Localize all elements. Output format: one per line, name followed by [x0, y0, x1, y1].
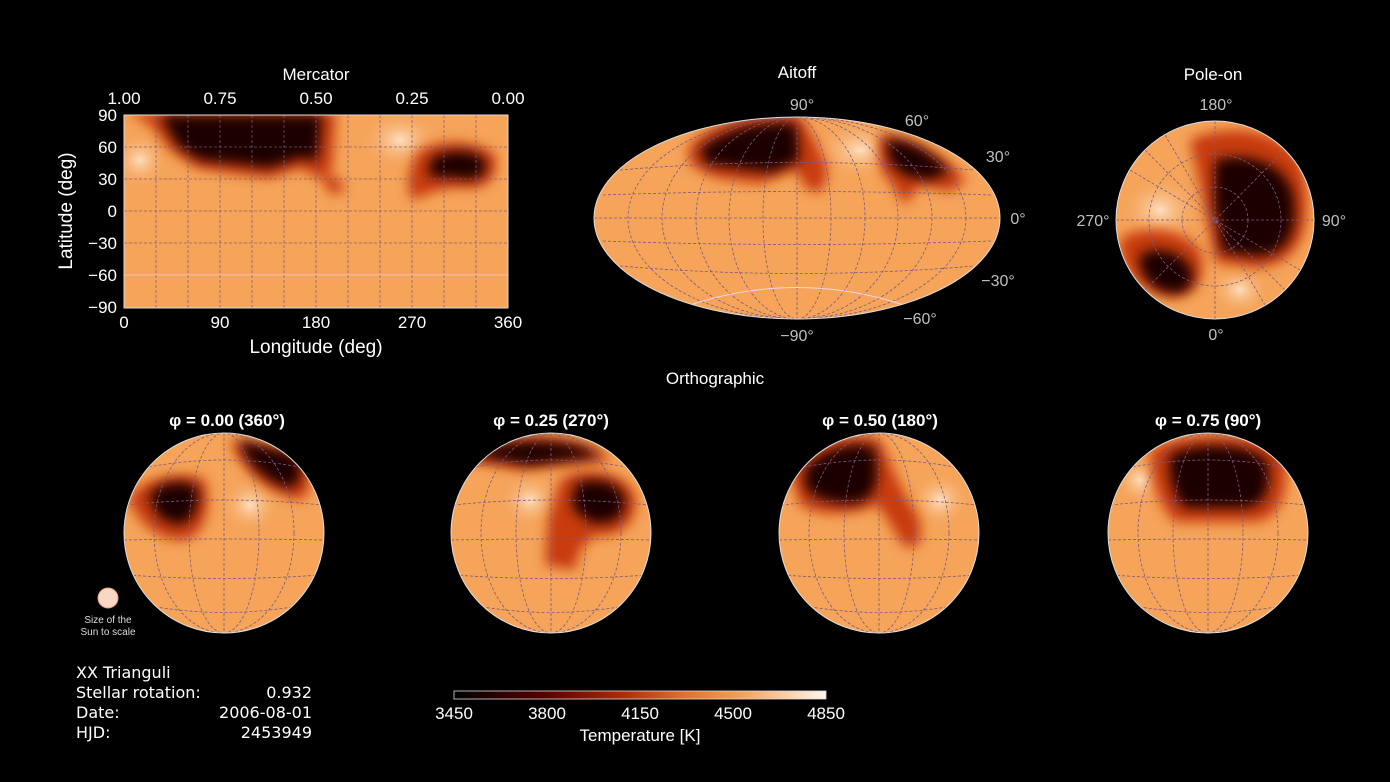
mercator-top-tick: 0.00: [491, 89, 524, 108]
rotation-label: Stellar rotation:: [76, 683, 201, 702]
date-value: 2006-08-01: [219, 703, 312, 722]
mercator-lat-tick: −30: [88, 234, 117, 253]
colorbar-tick: 3800: [528, 704, 566, 723]
orthographic-title: Orthographic: [666, 369, 765, 388]
sun-label-line2: Sun to scale: [80, 627, 135, 638]
mercator-lon-tick: 270: [398, 313, 426, 332]
pole-on-label: 90°: [1322, 213, 1346, 230]
mercator-top-tick: 0.25: [395, 89, 428, 108]
phase-label: φ = 0.75 (90°): [1155, 411, 1261, 430]
mercator-lon-tick: 180: [302, 313, 330, 332]
mercator-lat-tick: 90: [98, 106, 117, 125]
orthographic-globe-phase-0-25: [450, 432, 652, 634]
pole-on-label: 180°: [1199, 97, 1232, 114]
pole-on-label: 270°: [1076, 213, 1109, 230]
aitoff-label: 60°: [905, 113, 929, 130]
colorbar-gradient: [453, 690, 827, 700]
rotation-value: 0.932: [266, 683, 312, 702]
mercator-top-tick: 0.50: [299, 89, 332, 108]
colorbar-label: Temperature [K]: [580, 726, 701, 745]
mercator-top-tick: 0.75: [203, 89, 236, 108]
mercator-map: Mercator 1.00 0.75 0.50 0.25 0.00 90 60 …: [56, 65, 525, 358]
hjd-row: HJD: 2453949: [76, 723, 312, 743]
aitoff-label: −30°: [981, 273, 1015, 290]
aitoff-label: 0°: [1010, 211, 1025, 228]
mercator-lat-tick: 60: [98, 138, 117, 157]
mercator-surface: [124, 115, 508, 308]
hjd-label: HJD:: [76, 723, 111, 742]
phase-label: φ = 0.50 (180°): [822, 411, 938, 430]
mercator-ylabel: Latitude (deg): [56, 152, 77, 269]
mercator-lon-tick: 90: [211, 313, 230, 332]
star-name-row: XX Trianguli: [76, 663, 312, 683]
temperature-colorbar: 3450 3800 4150 4500 4850 Temperature [K]: [435, 690, 845, 745]
mercator-top-ticks: 1.00 0.75 0.50 0.25 0.00: [107, 89, 524, 108]
aitoff-label: −90°: [780, 328, 814, 345]
aitoff-title: Aitoff: [778, 63, 817, 82]
sun-icon: [97, 587, 119, 609]
mercator-lon-ticks: 0 90 180 270 360: [119, 313, 522, 332]
hjd-value: 2453949: [240, 723, 312, 742]
mercator-lon-tick: 0: [119, 313, 128, 332]
aitoff-label: 90°: [790, 97, 814, 114]
date-row: Date: 2006-08-01: [76, 703, 312, 723]
mercator-lat-tick: 30: [98, 170, 117, 189]
mercator-lat-ticks: 90 60 30 0 −30 −60 −90: [88, 106, 117, 317]
sun-label-line1: Size of the: [84, 615, 132, 626]
star-info-panel: XX Trianguli Stellar rotation: 0.932 Dat…: [76, 663, 312, 743]
colorbar-tick: 4500: [714, 704, 752, 723]
pole-on-title: Pole-on: [1184, 65, 1243, 84]
star-name: XX Trianguli: [76, 663, 171, 682]
aitoff-map: Aitoff: [593, 63, 1026, 345]
orthographic-globe-phase-0-75: [1107, 432, 1309, 634]
colorbar-tick: 4150: [621, 704, 659, 723]
pole-on-map: Pole-on: [1076, 65, 1346, 344]
date-label: Date:: [76, 703, 120, 722]
orthographic-globe-phase-0: [123, 432, 325, 634]
aitoff-label: −60°: [903, 311, 937, 328]
aitoff-label: 30°: [986, 149, 1010, 166]
colorbar-tick: 4850: [807, 704, 845, 723]
mercator-lon-tick: 360: [494, 313, 522, 332]
mercator-lat-tick: −60: [88, 266, 117, 285]
sun-scale-marker: Size of the Sun to scale: [80, 587, 136, 638]
mercator-top-tick: 1.00: [107, 89, 140, 108]
mercator-lat-tick: 0: [108, 202, 117, 221]
mercator-lat-tick: −90: [88, 298, 117, 317]
colorbar-tick: 3450: [435, 704, 473, 723]
pole-on-label: 0°: [1208, 327, 1223, 344]
mercator-xlabel: Longitude (deg): [249, 337, 382, 358]
mercator-title: Mercator: [282, 65, 349, 84]
phase-label: φ = 0.25 (270°): [493, 411, 609, 430]
phase-label: φ = 0.00 (360°): [169, 411, 285, 430]
orthographic-globe-phase-0-5: [778, 432, 980, 634]
rotation-row: Stellar rotation: 0.932: [76, 683, 312, 703]
